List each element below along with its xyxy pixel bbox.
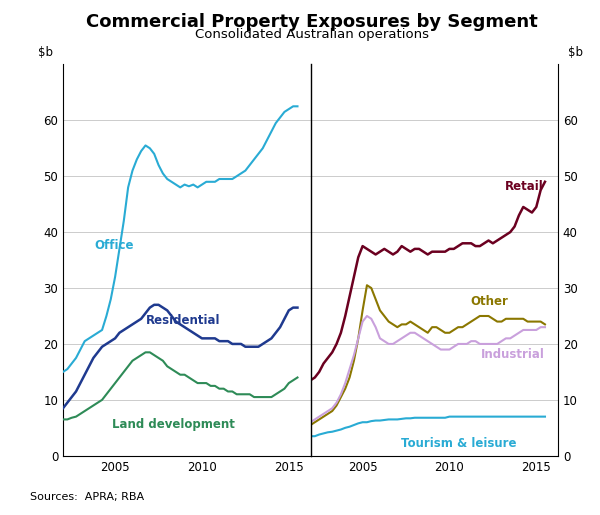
Text: Land development: Land development — [112, 418, 235, 431]
Text: Commercial Property Exposures by Segment: Commercial Property Exposures by Segment — [86, 13, 538, 31]
Text: Office: Office — [94, 239, 134, 252]
Text: Tourism & leisure: Tourism & leisure — [401, 437, 517, 451]
Text: $b: $b — [568, 45, 583, 59]
Text: $b: $b — [38, 45, 53, 59]
Text: Retail: Retail — [505, 180, 544, 193]
Text: Residential: Residential — [146, 314, 221, 328]
Text: Consolidated Australian operations: Consolidated Australian operations — [195, 28, 429, 41]
Text: Sources:  APRA; RBA: Sources: APRA; RBA — [30, 492, 144, 502]
Text: Industrial: Industrial — [481, 348, 545, 361]
Text: Other: Other — [470, 295, 508, 308]
